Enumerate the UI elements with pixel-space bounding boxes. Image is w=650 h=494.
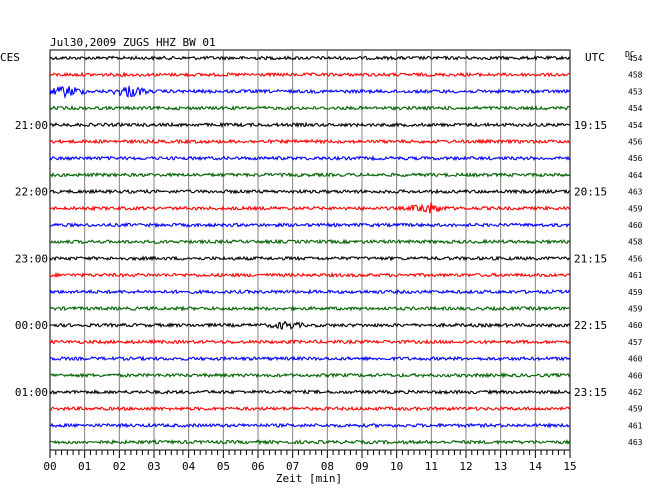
- dc-value-22: 461: [628, 421, 643, 430]
- seismic-trace-16: [49, 320, 571, 331]
- left-time-label-12: 23:00: [15, 252, 48, 265]
- x-axis-label: Zeit [min]: [276, 472, 342, 485]
- x-tick-label-06: 06: [251, 460, 264, 473]
- dc-value-21: 459: [628, 405, 643, 414]
- seismic-trace-11: [49, 238, 571, 245]
- x-tick-label-08: 08: [321, 460, 334, 473]
- dc-value-4: 454: [628, 121, 643, 130]
- dc-value-6: 456: [628, 154, 643, 163]
- right-time-label-20: 23:15: [574, 386, 607, 399]
- x-tick-label-14: 14: [529, 460, 543, 473]
- seismic-trace-1: [49, 71, 570, 78]
- seismic-trace-14: [49, 288, 571, 295]
- left-time-label-16: 00:00: [15, 319, 48, 332]
- seismic-trace-5: [49, 138, 571, 145]
- plot-frame: [49, 49, 571, 451]
- seismic-trace-17: [49, 338, 571, 345]
- seismic-trace-18: [49, 355, 571, 362]
- chart-title: Jul30,2009 ZUGS HHZ BW 01: [50, 36, 216, 49]
- seismic-trace-9: [49, 202, 571, 214]
- left-time-label-20: 01:00: [15, 386, 48, 399]
- dc-value-5: 456: [628, 138, 643, 147]
- x-tick-label-15: 15: [563, 460, 576, 473]
- dc-value-19: 460: [628, 371, 643, 380]
- x-tick-label-10: 10: [390, 460, 403, 473]
- right-time-label-16: 22:15: [574, 319, 607, 332]
- right-time-label-4: 19:15: [574, 119, 607, 132]
- x-tick-label-02: 02: [113, 460, 126, 473]
- seismic-trace-13: [49, 271, 571, 279]
- dc-value-14: 459: [628, 288, 643, 297]
- dc-value-20: 462: [628, 388, 643, 397]
- dc-value-2: 453: [628, 87, 643, 96]
- x-tick-label-04: 04: [182, 460, 196, 473]
- traces: [49, 55, 571, 446]
- x-axis: 00 01 02 03 04 05 06 07 08 09 10 11 12 13 14 15: [43, 450, 577, 473]
- dc-column-header: DC: [625, 50, 635, 59]
- dc-value-9: 459: [628, 204, 643, 213]
- dc-value-10: 460: [628, 221, 643, 230]
- x-tick-label-07: 07: [286, 460, 299, 473]
- dc-value-16: 460: [628, 321, 643, 330]
- dc-value-1: 458: [628, 71, 643, 80]
- left-time-label-4: 21:00: [15, 119, 48, 132]
- dc-value-12: 456: [628, 254, 643, 263]
- x-tick-label-05: 05: [217, 460, 230, 473]
- x-tick-label-01: 01: [78, 460, 91, 473]
- left-time-label-8: 22:00: [15, 186, 48, 199]
- x-tick-label-00: 00: [43, 460, 56, 473]
- gridlines: [84, 50, 536, 450]
- seismic-trace-7: [49, 171, 571, 179]
- dc-value-13: 461: [628, 271, 643, 280]
- x-tick-label-03: 03: [147, 460, 160, 473]
- seismic-trace-3: [49, 104, 571, 112]
- x-tick-label-13: 13: [494, 460, 507, 473]
- dc-value-18: 460: [628, 355, 643, 364]
- right-time-label-8: 20:15: [574, 186, 607, 199]
- dc-value-11: 458: [628, 238, 643, 247]
- trace-labels: 454 458 453 454 454 21:00 19:15 456 456 464 463 22:…: [15, 54, 643, 447]
- seismic-trace-0: [49, 55, 571, 61]
- dc-value-3: 454: [628, 104, 643, 113]
- seismic-trace-19: [49, 372, 571, 379]
- right-time-label-12: 21:15: [574, 252, 607, 265]
- dc-value-17: 457: [628, 338, 643, 347]
- x-tick-label-12: 12: [459, 460, 472, 473]
- seismic-trace-12: [49, 255, 570, 262]
- seismic-trace-2: [49, 85, 571, 99]
- x-tick-label-09: 09: [355, 460, 368, 473]
- seismic-trace-22: [49, 422, 571, 429]
- seismic-trace-10: [50, 222, 571, 229]
- seismic-trace-15: [49, 305, 571, 312]
- seismic-trace-20: [49, 388, 571, 395]
- seismic-trace-6: [49, 155, 571, 162]
- dc-value-0: 454: [628, 54, 643, 63]
- seismic-trace-21: [49, 405, 571, 412]
- dc-value-15: 459: [628, 305, 643, 314]
- left-timezone-label: CES: [0, 51, 20, 64]
- dc-value-8: 463: [628, 188, 643, 197]
- dc-value-7: 464: [628, 171, 643, 180]
- seismic-trace-8: [49, 188, 571, 195]
- dc-value-23: 463: [628, 438, 643, 447]
- right-timezone-label: UTC: [585, 51, 605, 64]
- x-tick-label-11: 11: [425, 460, 438, 473]
- seismic-trace-23: [49, 439, 571, 446]
- seismic-trace-4: [49, 121, 571, 129]
